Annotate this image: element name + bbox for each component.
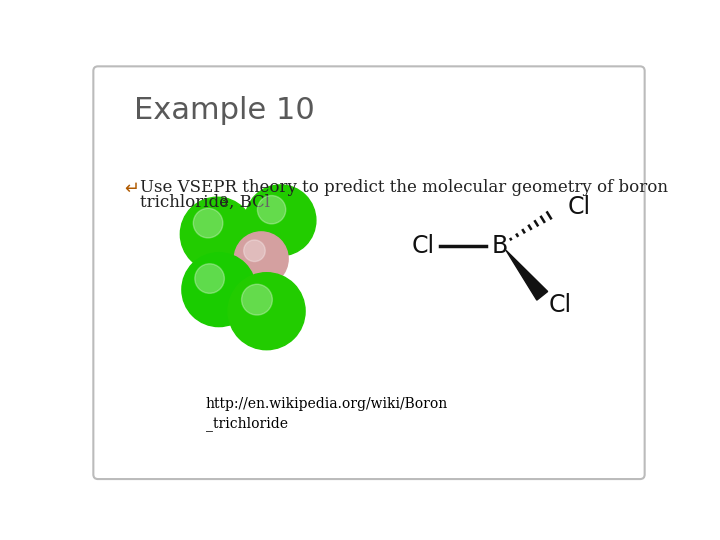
- Circle shape: [228, 273, 305, 350]
- Text: B: B: [492, 234, 508, 258]
- Text: Use VSEPR theory to predict the molecular geometry of boron: Use VSEPR theory to predict the molecula…: [140, 179, 667, 196]
- Text: ↵: ↵: [124, 180, 139, 198]
- Polygon shape: [506, 251, 548, 300]
- Circle shape: [234, 232, 288, 286]
- Circle shape: [258, 195, 286, 224]
- Circle shape: [195, 264, 225, 293]
- Circle shape: [245, 185, 316, 256]
- Circle shape: [180, 197, 254, 271]
- Circle shape: [243, 240, 265, 261]
- Text: http://en.wikipedia.org/wiki/Boron
_trichloride: http://en.wikipedia.org/wiki/Boron _tric…: [206, 397, 448, 431]
- Text: Cl: Cl: [567, 195, 591, 219]
- Text: trichloride, BCl: trichloride, BCl: [140, 193, 269, 211]
- Text: Cl: Cl: [549, 293, 572, 317]
- Circle shape: [182, 253, 256, 327]
- Circle shape: [193, 208, 223, 238]
- Text: Example 10: Example 10: [134, 96, 315, 125]
- Circle shape: [242, 284, 272, 315]
- FancyBboxPatch shape: [94, 66, 644, 479]
- Text: 3: 3: [220, 197, 228, 210]
- Text: Cl: Cl: [411, 234, 434, 258]
